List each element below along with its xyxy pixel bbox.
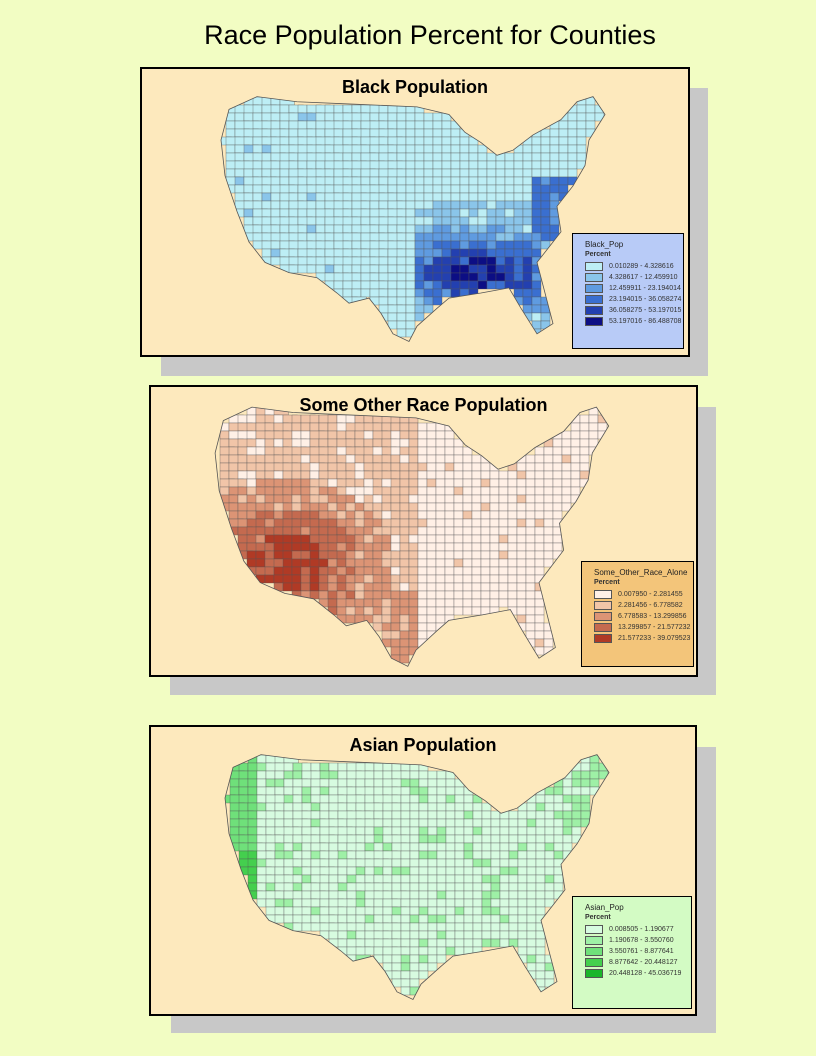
map-legend: Some_Other_Race_Alone Percent 0.007950 -… [581,561,694,667]
us-county-map [220,96,606,342]
legend-swatch [585,306,603,315]
map-title: Black Population [341,77,489,97]
map-panel-asian: Asian Population Asian_Pop Percent 0.008… [149,725,697,1016]
legend-class: 8.877642 - 20.448127 [585,957,691,968]
legend-class-label: 0.008505 - 1.190677 [609,926,674,933]
legend-class: 12.459911 - 23.194014 [585,283,683,294]
legend-class: 1.190678 - 3.550760 [585,935,691,946]
legend-class-label: 36.058275 - 53.197015 [609,307,682,314]
legend-class-label: 23.194015 - 36.058274 [609,296,682,303]
legend-subtitle: Percent [585,251,611,258]
legend-classes: 0.007950 - 2.281455 2.281456 - 6.778582 6.… [594,589,693,644]
legend-class-label: 2.281456 - 6.778582 [618,602,683,609]
map-title: Asian Population [349,735,497,755]
legend-class-label: 8.877642 - 20.448127 [609,959,678,966]
map-panel-other-race: Some Other Race Population Some_Other_Ra… [149,385,698,677]
legend-class: 21.577233 - 39.079523 [594,633,693,644]
legend-title: Asian_Pop [585,903,624,912]
page-title: Race Population Percent for Counties [204,20,656,50]
legend-title: Black_Pop [585,240,624,249]
legend-swatch [594,623,612,632]
legend-swatch [585,273,603,282]
legend-class: 0.010289 - 4.328616 [585,261,683,272]
legend-swatch [594,590,612,599]
map-legend: Black_Pop Percent 0.010289 - 4.328616 4.3… [572,233,684,349]
us-county-map [214,406,610,667]
legend-class-label: 3.550761 - 8.877641 [609,948,674,955]
legend-class: 2.281456 - 6.778582 [594,600,693,611]
legend-class-label: 0.010289 - 4.328616 [609,263,674,270]
map-panel-black: Black Population Black_Pop Percent 0.010… [140,67,690,357]
legend-class: 13.299857 - 21.577232 [594,622,693,633]
legend-swatch [585,284,603,293]
legend-swatch [594,601,612,610]
legend-class-label: 0.007950 - 2.281455 [618,591,683,598]
legend-class: 23.194015 - 36.058274 [585,294,683,305]
legend-class: 3.550761 - 8.877641 [585,946,691,957]
legend-class-label: 4.328617 - 12.459910 [609,274,678,281]
legend-class-label: 20.448128 - 45.036719 [609,970,682,977]
legend-swatch [585,936,603,945]
legend-class-label: 6.778583 - 13.299856 [618,613,687,620]
legend-class: 20.448128 - 45.036719 [585,968,691,979]
legend-class: 53.197016 - 86.488708 [585,316,683,327]
map-title: Some Other Race Population [299,395,548,415]
legend-swatch [585,925,603,934]
legend-subtitle: Percent [594,579,620,586]
legend-classes: 0.010289 - 4.328616 4.328617 - 12.459910 1… [585,261,683,327]
legend-swatch [585,947,603,956]
legend-class-label: 12.459911 - 23.194014 [609,285,681,292]
legend-swatch [585,317,603,326]
legend-swatch [594,634,612,643]
legend-class: 36.058275 - 53.197015 [585,305,683,316]
legend-title: Some_Other_Race_Alone [594,568,688,577]
legend-subtitle: Percent [585,914,611,921]
legend-swatch [585,262,603,271]
legend-swatch [585,958,603,967]
legend-classes: 0.008505 - 1.190677 1.190678 - 3.550760 3.… [585,924,691,979]
legend-class: 0.008505 - 1.190677 [585,924,691,935]
legend-class-label: 13.299857 - 21.577232 [618,624,691,631]
map-legend: Asian_Pop Percent 0.008505 - 1.190677 1.1… [572,896,692,1009]
legend-class: 0.007950 - 2.281455 [594,589,693,600]
us-county-map [224,754,610,1000]
legend-class-label: 1.190678 - 3.550760 [609,937,674,944]
legend-class-label: 21.577233 - 39.079523 [618,635,691,642]
legend-swatch [585,969,603,978]
legend-swatch [594,612,612,621]
legend-class: 4.328617 - 12.459910 [585,272,683,283]
legend-swatch [585,295,603,304]
legend-class-label: 53.197016 - 86.488708 [609,318,682,325]
legend-class: 6.778583 - 13.299856 [594,611,693,622]
